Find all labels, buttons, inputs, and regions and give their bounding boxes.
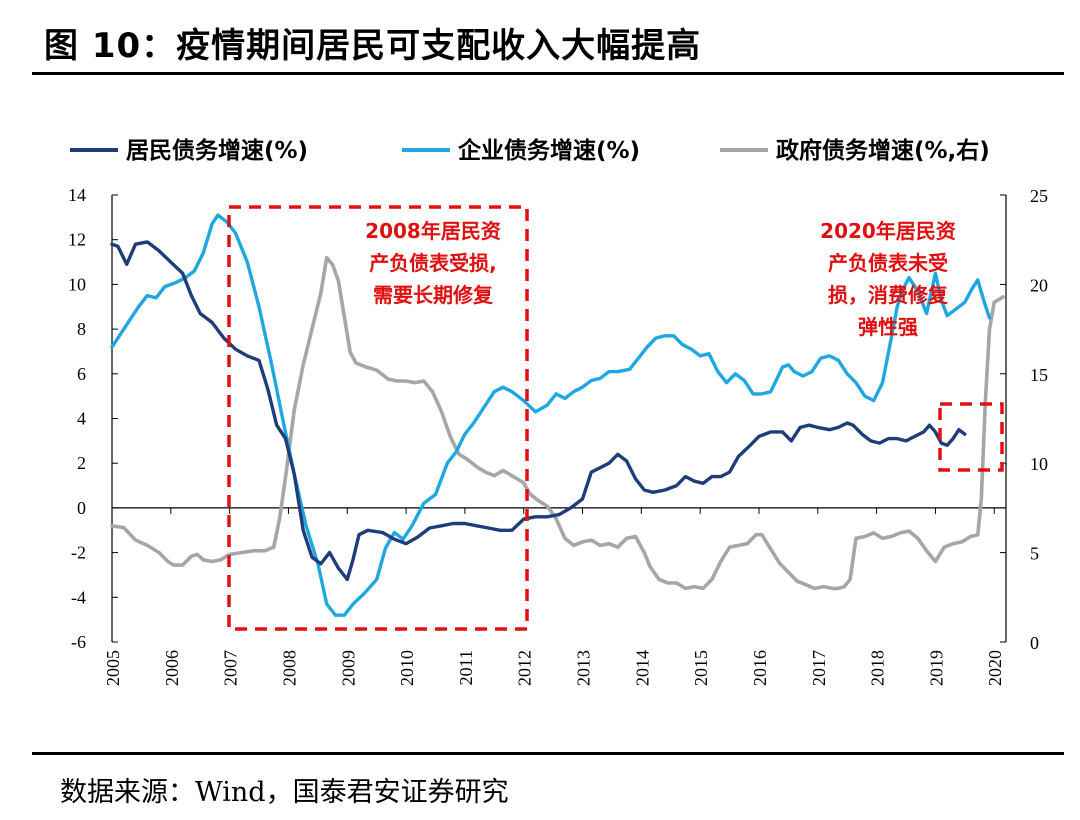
- annotation-2008-line: 需要长期修复: [373, 283, 494, 307]
- figure-title: 图 10：疫情期间居民可支配收入大幅提高: [44, 26, 702, 66]
- legend: 居民债务增速(%) 企业债务增速(%) 政府债务增速(%,右): [70, 137, 990, 164]
- annotation-2020-line: 损，消费修复: [828, 283, 949, 307]
- right-tick-label: 20: [1030, 275, 1048, 295]
- x-tick-label: 2014: [632, 650, 652, 686]
- left-tick-label: -6: [71, 632, 86, 652]
- left-tick-label: 4: [77, 409, 86, 429]
- x-tick-label: 2017: [809, 650, 829, 686]
- left-tick-label: 0: [77, 498, 86, 518]
- x-tick-label: 2011: [456, 650, 476, 685]
- right-tick-label: 10: [1030, 454, 1048, 474]
- annotation-2020-line: 2020年居民资: [820, 219, 956, 243]
- x-tick-label: 2009: [338, 650, 358, 686]
- x-tick-label: 2013: [574, 650, 594, 686]
- x-tick-label: 2007: [221, 650, 241, 686]
- left-tick-label: 12: [68, 230, 86, 250]
- data-source-note: 数据来源：Wind，国泰君安证券研究: [60, 777, 509, 808]
- annotation-2020-line: 产负债表未受: [828, 251, 948, 275]
- government-debt-series-line: [110, 255, 1005, 591]
- left-tick-label: 2: [77, 453, 86, 473]
- corporate-debt-series-line: [110, 213, 992, 617]
- x-tick-label: 2019: [926, 650, 946, 686]
- right-tick-label: 25: [1030, 186, 1048, 206]
- corporate-legend-label: 企业债务增速(%): [457, 137, 640, 164]
- left-tick-label: 10: [68, 274, 86, 294]
- left-tick-label: 14: [68, 185, 86, 205]
- right-tick-label: 0: [1030, 633, 1039, 653]
- x-tick-label: 2020: [985, 650, 1005, 686]
- household-debt-series-line: [110, 240, 967, 582]
- x-tick-label: 2005: [103, 650, 123, 686]
- annotation-2020-line: 弹性强: [858, 315, 918, 339]
- footer-rule: [32, 752, 1064, 755]
- series-layer: [110, 213, 1005, 617]
- government-legend-label: 政府债务增速(%,右): [776, 137, 990, 164]
- left-tick-label: -2: [71, 543, 86, 563]
- title-rule: [32, 72, 1064, 75]
- x-tick-label: 2012: [515, 650, 535, 686]
- x-tick-label: 2008: [279, 650, 299, 686]
- x-tick-label: 2010: [397, 650, 417, 686]
- highlight-box-2020: [938, 402, 1004, 472]
- right-tick-label: 15: [1030, 365, 1048, 385]
- right-tick-label: 5: [1030, 544, 1039, 564]
- x-tick-label: 2016: [750, 650, 770, 686]
- left-tick-label: 8: [77, 319, 86, 339]
- left-tick-label: -4: [71, 587, 86, 607]
- debt-growth-chart: 居民债务增速(%) 企业债务增速(%) 政府债务增速(%,右) 14 12 10 8 6 4 2…: [68, 137, 1048, 686]
- annotation-2008-line: 2008年居民资: [365, 219, 501, 243]
- highlight-box-2008: [227, 205, 529, 631]
- x-tick-label: 2006: [162, 650, 182, 686]
- household-legend-label: 居民债务增速(%): [126, 137, 308, 164]
- annotation-2008-line: 产负债表受损,: [369, 251, 497, 275]
- x-tick-label: 2018: [868, 650, 888, 686]
- left-tick-label: 6: [77, 364, 86, 384]
- x-tick-label: 2015: [691, 650, 711, 686]
